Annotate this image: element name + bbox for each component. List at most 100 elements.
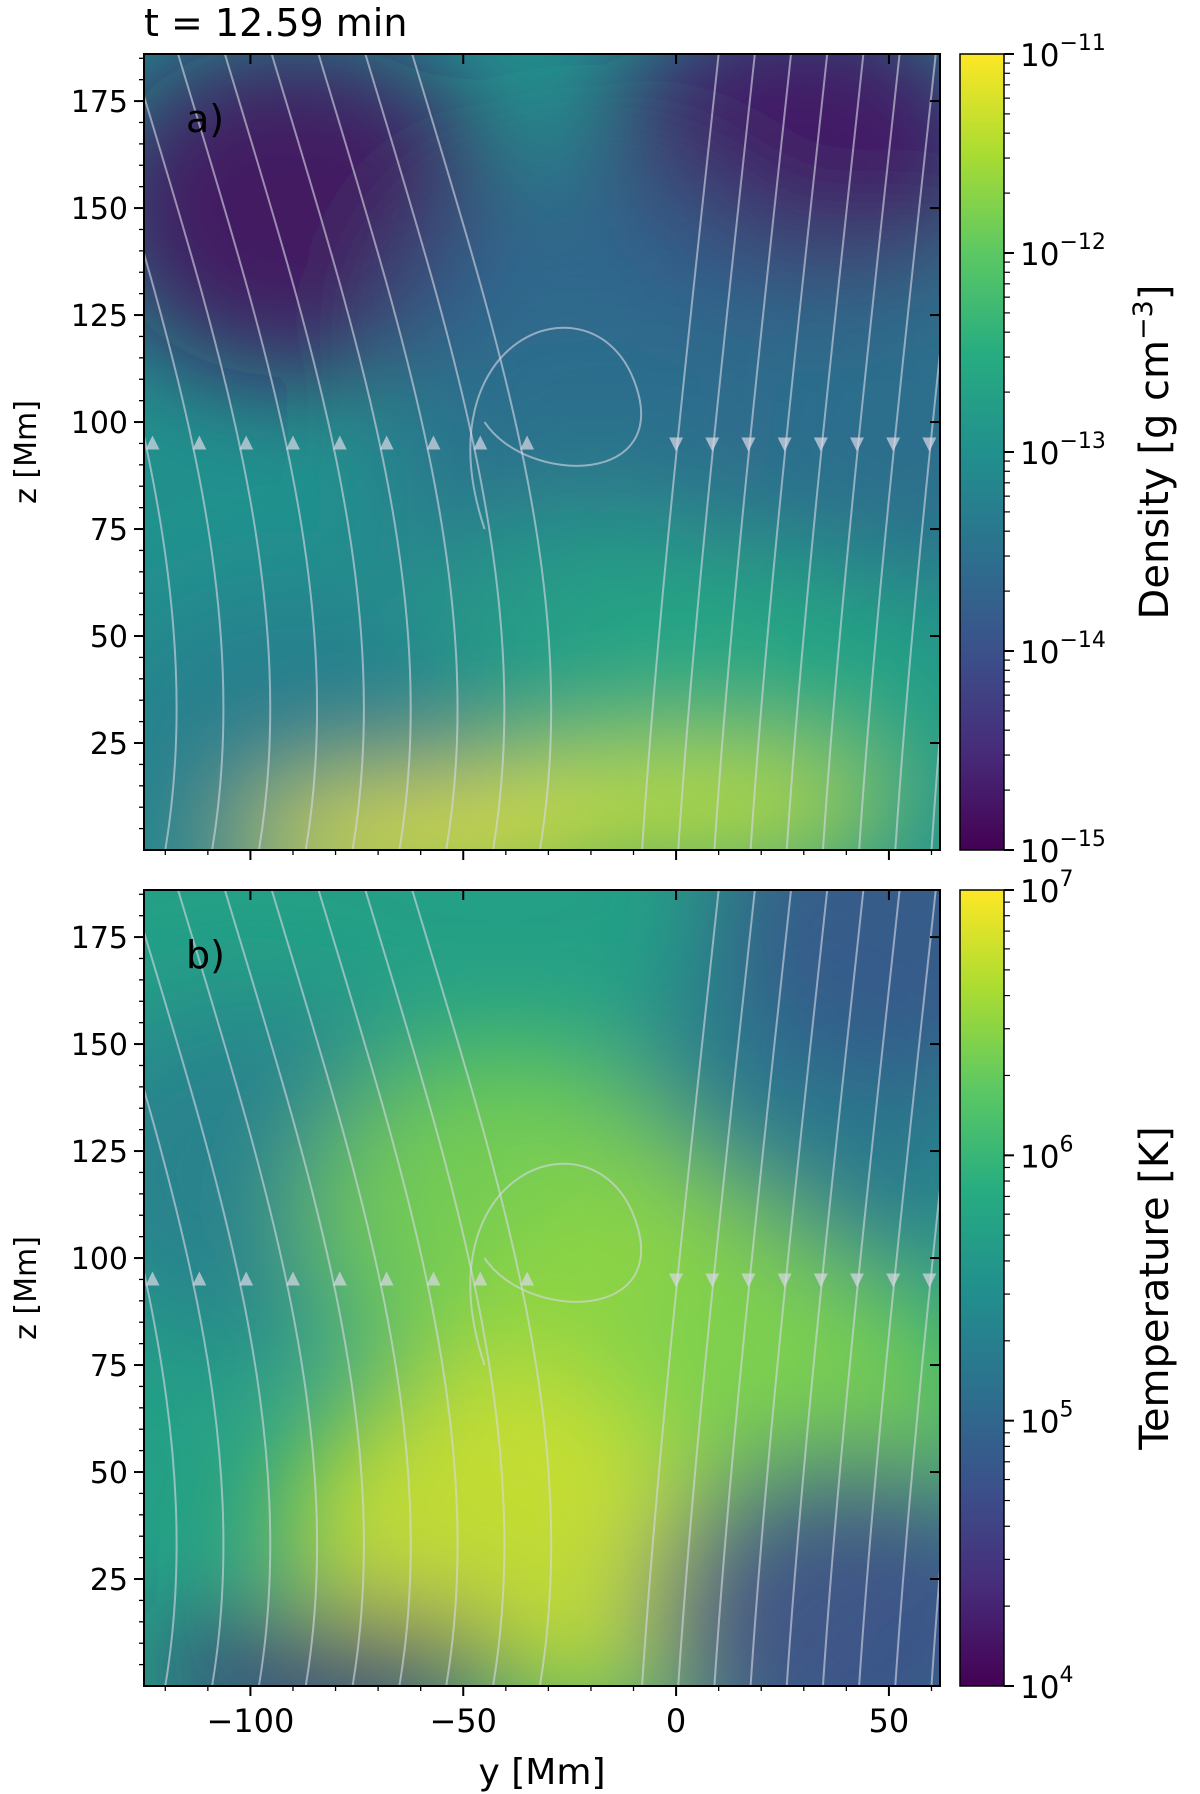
- temperature-field-line-left-7: [364, 890, 506, 1686]
- density-y-tick-label-1: 50: [90, 620, 128, 655]
- temperature-y-tick-label-6: 175: [71, 921, 128, 956]
- density-field-arrow-right-3: [777, 437, 792, 452]
- density-panel: 25 50 75 100 125 150 175 a) z [Mm] 10−15 10−14 1…: [9, 31, 1178, 870]
- density-colorbar-tick-label-2: 10−13: [1020, 429, 1106, 472]
- density-field-line-left-3: [177, 54, 319, 850]
- temperature-plot-frame: [143, 889, 941, 1687]
- density-colorbar: 10−15 10−14 10−13 10−12 10−11 Density [g cm−…: [959, 31, 1178, 870]
- density-y-tick-label-4: 125: [71, 299, 128, 334]
- temperature-colorbar-tick-label-2: 106: [1020, 1132, 1073, 1175]
- temperature-colorbar-tick-label-3: 107: [1020, 867, 1073, 910]
- density-panel-label: a): [186, 97, 224, 141]
- temperature-field-arrow-left-4: [332, 1271, 347, 1286]
- density-field-arrow-left-3: [285, 435, 300, 450]
- temperature-field-lines: [144, 890, 940, 1686]
- temperature-x-tick-label-1: −50: [429, 1702, 497, 1740]
- density-field-loop: [469, 326, 642, 530]
- temperature-region-8: [646, 1451, 940, 1686]
- temperature-field-line-left-8: [411, 890, 553, 1686]
- temperature-panel-label: b): [186, 933, 225, 977]
- temperature-field-line-left-3: [177, 890, 319, 1686]
- density-field-line-left-6: [317, 54, 459, 850]
- density-field-arrow-left-6: [426, 435, 441, 450]
- density-region-9: [530, 747, 891, 850]
- temperature-axis-ticks: 25 50 75 100 125 150 175 −100 −50 0 50: [71, 890, 940, 1740]
- temperature-y-tick-label-5: 150: [71, 1028, 128, 1063]
- temperature-x-tick-label-2: 0: [666, 1702, 686, 1740]
- density-region-4: [688, 252, 940, 592]
- density-y-axis-label: z [Mm]: [9, 400, 44, 504]
- temperature-field-arrow-right-1: [705, 1273, 720, 1288]
- temperature-y-tick-label-3: 100: [71, 1242, 128, 1277]
- density-field-arrow-right-2: [741, 437, 756, 452]
- density-field-arrow-left-2: [239, 435, 254, 450]
- temperature-field-loop: [469, 1162, 642, 1366]
- temperature-field-arrow-left-3: [285, 1271, 300, 1286]
- density-field-line-left-1: [144, 249, 225, 850]
- temperature-field-arrow-left-7: [473, 1271, 488, 1286]
- density-field-arrow-left-8: [520, 435, 535, 450]
- density-y-tick-label-0: 25: [90, 727, 128, 762]
- density-field-line-left-4: [223, 54, 365, 850]
- density-colorbar-tick-label-4: 10−11: [1020, 31, 1106, 74]
- temperature-field-line-left-1: [144, 1085, 225, 1686]
- temperature-y-tick-label-1: 50: [90, 1456, 128, 1491]
- density-field-arrow-right-5: [849, 437, 864, 452]
- temperature-x-tick-label-3: 50: [869, 1702, 910, 1740]
- density-colorbar-tick-label-1: 10−14: [1020, 628, 1106, 671]
- density-field-arrow-left-4: [332, 435, 347, 450]
- density-field-arrow-right-1: [705, 437, 720, 452]
- density-y-tick-label-3: 100: [71, 406, 128, 441]
- density-field-line-left-5: [270, 54, 412, 850]
- temperature-field-line-left-5: [270, 890, 412, 1686]
- density-field-arrow-right-7: [922, 437, 937, 452]
- density-y-tick-label-6: 175: [71, 85, 128, 120]
- temperature-colorbar-tick-label-1: 105: [1020, 1398, 1073, 1441]
- density-axis-ticks: 25 50 75 100 125 150 175: [71, 54, 940, 860]
- density-colorbar-bar: [959, 53, 1005, 851]
- temperature-field-arrow-right-2: [741, 1273, 756, 1288]
- temperature-x-tick-label-0: −100: [206, 1702, 294, 1740]
- density-field-arrow-left-1: [192, 435, 207, 450]
- temperature-y-axis-label: z [Mm]: [9, 1236, 44, 1340]
- temperature-field-line-left-2: [144, 928, 272, 1686]
- temperature-colorbar-bar: [959, 889, 1005, 1687]
- temperature-colorbar-tick-label-0: 104: [1020, 1663, 1073, 1706]
- density-colorbar-tick-label-3: 10−12: [1020, 230, 1106, 273]
- temperature-panel: 25 50 75 100 125 150 175 −100 −50 0 50 b) z [Mm] y…: [9, 867, 1178, 1793]
- density-field-arrow-right-0: [669, 437, 684, 452]
- temperature-colorbar-label: Temperature [K]: [1132, 1126, 1178, 1451]
- density-field-lines: [144, 54, 940, 850]
- density-field-arrow-right-4: [813, 437, 828, 452]
- temperature-field-line-left-4: [223, 890, 365, 1686]
- density-field-line-left-7: [364, 54, 506, 850]
- density-region-10: [240, 781, 601, 850]
- density-field-arrow-left-5: [379, 435, 394, 450]
- density-heatmap: [144, 54, 940, 850]
- figure-title: t = 12.59 min: [144, 1, 407, 45]
- temperature-field-arrow-left-0: [145, 1271, 160, 1286]
- density-field-arrow-left-7: [473, 435, 488, 450]
- temperature-field-arrow-left-8: [520, 1271, 535, 1286]
- density-plot-frame: [143, 53, 941, 851]
- density-field-arrow-right-6: [886, 437, 901, 452]
- density-field-line-left-2: [144, 92, 272, 850]
- density-y-tick-label-5: 150: [71, 192, 128, 227]
- temperature-field-arrow-left-6: [426, 1271, 441, 1286]
- density-field-line-left-8: [411, 54, 553, 850]
- temperature-field-line-left-6: [317, 890, 459, 1686]
- density-y-tick-label-2: 75: [90, 513, 128, 548]
- density-field-line-left-0: [144, 431, 178, 850]
- temperature-field-arrow-left-2: [239, 1271, 254, 1286]
- temperature-y-tick-label-4: 125: [71, 1135, 128, 1170]
- temperature-field-line-left-0: [144, 1267, 178, 1686]
- temperature-colorbar: 104 105 106 107 Temperature [K]: [959, 867, 1178, 1706]
- temperature-field-arrow-right-5: [849, 1273, 864, 1288]
- temperature-field-arrow-right-4: [813, 1273, 828, 1288]
- temperature-field-arrow-left-1: [192, 1271, 207, 1286]
- temperature-region-2: [710, 890, 940, 1086]
- density-colorbar-tick-label-0: 10−15: [1020, 827, 1106, 870]
- temperature-y-tick-label-2: 75: [90, 1349, 128, 1384]
- density-field-arrow-left-0: [145, 435, 160, 450]
